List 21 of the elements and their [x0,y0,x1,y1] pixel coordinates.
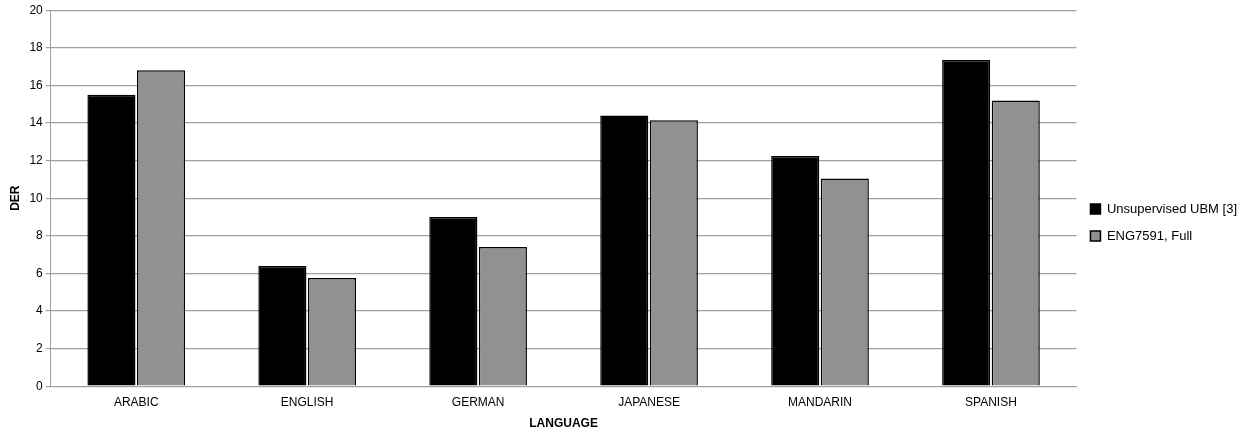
x-tick-label: GERMAN [451,394,505,409]
y-tick-label: 18 [29,40,44,55]
y-tick-label: 16 [29,77,44,92]
x-axis-title: LANGUAGE [529,416,598,431]
y-tick-label: 0 [36,378,44,393]
y-tick-label: 4 [36,303,44,318]
legend-label: ENG7591, Full [1106,227,1193,243]
x-tick-label: ENGLISH [280,394,334,409]
x-tick-label: MANDARIN [788,394,853,409]
y-tick-label: 8 [36,228,44,243]
y-tick-label: 12 [29,152,44,167]
y-tick-label: 6 [36,265,44,280]
x-tick-label: JAPANESE [618,394,680,409]
y-axis-title: DER [7,185,22,211]
y-tick-label: 14 [29,115,44,130]
y-tick-label: 2 [36,340,44,355]
y-tick-label: 10 [29,190,44,205]
legend-label: Unsupervised UBM [3] [1106,200,1238,216]
y-tick-label: 20 [29,2,44,17]
x-tick-label: ARABIC [113,394,159,409]
x-tick-label: SPANISH [965,394,1017,409]
